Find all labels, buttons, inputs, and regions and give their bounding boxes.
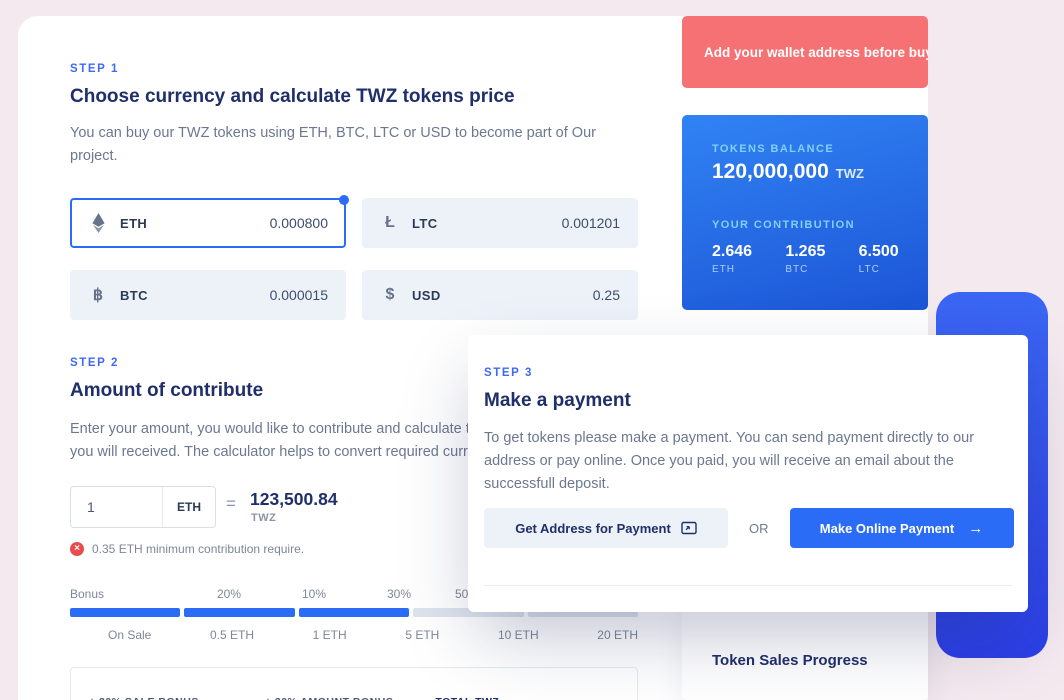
currency-tile-ltc[interactable]: Ł LTC 0.001201 — [362, 198, 638, 248]
result-value: 123,500.84 — [250, 489, 338, 509]
bonus-tick: 20 ETH — [597, 628, 638, 642]
currency-rate: 0.25 — [592, 287, 620, 303]
currency-rate: 0.001201 — [561, 215, 620, 231]
step1-title: Choose currency and calculate TWZ tokens… — [70, 86, 515, 107]
bonus-tick: 1 ETH — [312, 628, 347, 642]
currency-rate: 0.000015 — [269, 287, 328, 303]
footer-divider — [484, 585, 1012, 586]
step3-label: STEP 3 — [484, 367, 534, 379]
tokens-balance-card: TOKENS BALANCE 120,000,000 TWZ YOUR CONT… — [682, 115, 928, 310]
ltc-icon: Ł — [385, 214, 395, 231]
currency-tile-usd[interactable]: $ USD 0.25 — [362, 270, 638, 320]
bonus-tick: 5 ETH — [405, 628, 440, 642]
error-text: 0.35 ETH minimum contribution require. — [92, 542, 305, 556]
contribution-item: 1.265 BTC — [785, 243, 858, 275]
bonus-percent: 20% — [216, 587, 242, 601]
currency-tiles: ETH 0.000800 Ł LTC 0.001201 ฿ BTC 0.0000… — [70, 195, 638, 320]
contribution-label: YOUR CONTRIBUTION — [712, 219, 855, 231]
step2-description: Enter your amount, you would like to con… — [70, 421, 594, 460]
step2-title: Amount of contribute — [70, 380, 264, 401]
balance-value-row: 120,000,000 TWZ — [712, 160, 864, 184]
get-address-label: Get Address for Payment — [515, 520, 671, 536]
bonus-tick: On Sale — [108, 628, 152, 642]
step3-card: STEP 3 Make a payment To get tokens plea… — [468, 335, 1028, 612]
contribution-unit: BTC — [785, 264, 809, 275]
currency-tile-btc[interactable]: ฿ BTC 0.000015 — [70, 270, 346, 320]
or-label: OR — [749, 520, 769, 536]
balance-unit: TWZ — [835, 166, 864, 181]
amount-unit: ETH — [162, 487, 215, 527]
make-payment-label: Make Online Payment — [819, 520, 955, 536]
wallet-alert[interactable]: Add your wallet address before buying — [682, 16, 928, 88]
eth-icon — [88, 213, 108, 233]
get-address-button[interactable]: Get Address for Payment — [484, 508, 728, 548]
bonus-tick-row: On Sale 0.5 ETH 1 ETH 5 ETH 10 ETH 20 ET… — [108, 628, 638, 642]
btc-icon: ฿ — [92, 287, 104, 304]
sales-progress-card: Token Sales Progress — [682, 606, 928, 700]
table-header-cell: + 20% SALE BONUS — [89, 696, 199, 700]
contribution-row: 2.646 ETH 1.265 BTC 6.500 LTC — [712, 243, 928, 275]
table-header-cell: TOTAL TWZ — [435, 696, 499, 700]
step3-description: To get tokens please make a payment. You… — [484, 430, 975, 492]
bonus-segment — [184, 608, 295, 617]
contribution-value: 2.646 — [712, 243, 753, 260]
payment-buttons-row: Get Address for Payment OR Make Online P… — [484, 508, 1014, 548]
contribution-item: 6.500 LTC — [859, 243, 928, 275]
sales-progress-title: Token Sales Progress — [712, 652, 868, 669]
make-payment-button[interactable]: Make Online Payment → — [789, 508, 1014, 548]
error-icon: × — [70, 542, 84, 556]
amount-input[interactable] — [71, 499, 159, 515]
currency-code: BTC — [120, 287, 148, 303]
usd-icon: $ — [385, 286, 395, 303]
step1-label: STEP 1 — [70, 63, 120, 75]
bonus-segment — [298, 608, 410, 617]
step3-title: Make a payment — [484, 390, 631, 411]
result-unit: TWZ — [251, 512, 277, 524]
bonus-segment — [527, 608, 639, 617]
bonus-segment — [413, 608, 524, 617]
arrow-right-icon: → — [968, 519, 984, 537]
bonus-label: Bonus — [70, 587, 105, 601]
step1-description: You can buy our TWZ tokens using ETH, BT… — [70, 125, 596, 164]
contribution-value: 6.500 — [858, 243, 899, 260]
contribution-item: 2.646 ETH — [712, 243, 785, 275]
balance-label: TOKENS BALANCE — [712, 143, 835, 155]
contribution-unit: ETH — [712, 264, 735, 275]
bonus-progress-bar — [70, 608, 639, 617]
contribution-value: 1.265 — [785, 243, 826, 260]
wallet-icon — [681, 521, 697, 535]
currency-code: ETH — [120, 215, 148, 231]
currency-rate: 0.000800 — [269, 215, 328, 231]
contribution-unit: LTC — [858, 264, 880, 275]
equals-sign: = — [226, 494, 236, 513]
step2-label: STEP 2 — [70, 357, 120, 369]
minimum-contribution-error: × 0.35 ETH minimum contribution require. — [70, 542, 304, 556]
bonus-tick: 10 ETH — [497, 628, 539, 642]
bonus-segment — [70, 608, 181, 617]
selected-dot — [339, 195, 349, 205]
bonus-total-table: + 20% SALE BONUS + 30% AMOUNT BONUS TOTA… — [70, 667, 638, 700]
bonus-percent: 30% — [386, 587, 412, 601]
currency-code: USD — [412, 287, 441, 303]
table-header-cell: + 30% AMOUNT BONUS — [265, 696, 394, 700]
balance-value: 120,000,000 — [712, 160, 829, 183]
bonus-tick: 0.5 ETH — [210, 628, 255, 642]
bonus-percent: 10% — [301, 587, 327, 601]
amount-box: ETH — [70, 486, 216, 528]
currency-code: LTC — [412, 215, 438, 231]
currency-tile-eth[interactable]: ETH 0.000800 — [70, 195, 349, 248]
